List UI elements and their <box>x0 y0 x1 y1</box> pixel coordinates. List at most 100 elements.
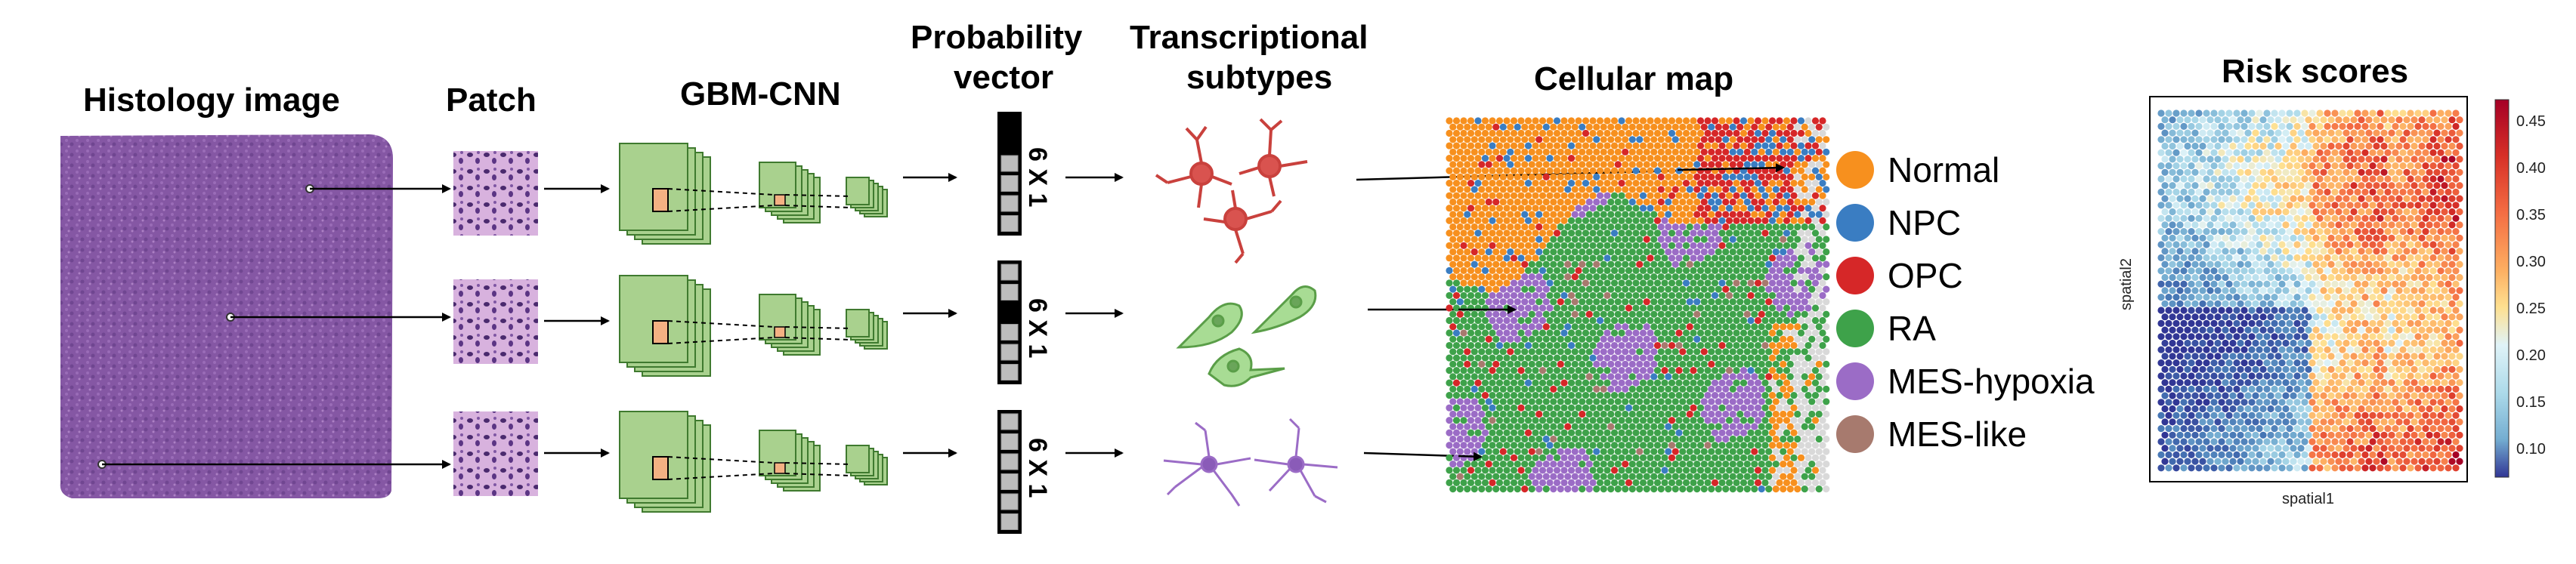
risk-spot <box>2309 136 2316 143</box>
cell-spot <box>1517 279 1525 287</box>
cell-spot <box>1729 435 1736 443</box>
cell-spot <box>1790 454 1798 461</box>
cell-spot <box>1715 385 1722 393</box>
cell-spot <box>1754 354 1762 362</box>
cell-spot <box>1708 186 1715 193</box>
risk-spot <box>2456 208 2463 216</box>
cell-spot <box>1452 316 1461 325</box>
risk-spot <box>2214 339 2222 347</box>
risk-spot <box>2233 175 2240 183</box>
cell-spot <box>1456 310 1464 318</box>
risk-spot <box>2433 353 2441 360</box>
cell-spot <box>1481 354 1489 362</box>
cell-spot <box>1725 254 1733 262</box>
cell-spot <box>1743 310 1751 318</box>
risk-spot <box>2335 287 2343 294</box>
cell-spot <box>1758 211 1765 218</box>
cell-spot <box>1783 279 1791 287</box>
cell-spot <box>1632 341 1640 350</box>
risk-spot <box>2369 149 2377 156</box>
cell-spot <box>1492 360 1500 368</box>
risk-spot <box>2203 346 2210 353</box>
cell-spot <box>1765 460 1773 468</box>
cell-spot <box>1514 473 1521 480</box>
cell-spot <box>1643 285 1650 293</box>
cell-spot <box>1582 267 1590 274</box>
risk-spot <box>2188 228 2195 236</box>
cell-spot <box>1693 373 1701 381</box>
cell-spot <box>1449 460 1457 468</box>
risk-spot <box>2180 267 2188 275</box>
cell-spot <box>1495 192 1504 199</box>
risk-spot <box>2418 353 2426 360</box>
receptive-field <box>652 188 669 212</box>
cell-spot <box>1693 148 1701 156</box>
cell-spot <box>1546 279 1554 287</box>
risk-spot <box>2456 365 2463 373</box>
cell-spot <box>1743 323 1751 331</box>
risk-spot <box>2369 346 2377 353</box>
risk-spot <box>2271 202 2278 209</box>
cell-spot <box>1507 423 1514 430</box>
risk-spot <box>2395 156 2403 163</box>
risk-spot <box>2429 188 2437 196</box>
risk-spot <box>2157 175 2165 183</box>
cell-spot <box>1772 248 1780 256</box>
cell-spot <box>1485 310 1492 318</box>
risk-spot <box>2225 109 2233 117</box>
cell-spot <box>1546 329 1554 337</box>
cell-spot <box>1690 180 1697 187</box>
cell-spot <box>1643 410 1650 418</box>
cell-spot <box>1632 442 1640 449</box>
cell-spot <box>1768 167 1777 174</box>
cell-spot <box>1700 248 1708 256</box>
risk-spot <box>2335 168 2343 176</box>
risk-spot <box>2361 188 2369 196</box>
risk-spot <box>2418 300 2426 307</box>
cell-spot <box>1801 173 1808 180</box>
risk-spot <box>2229 248 2237 255</box>
cell-spot <box>1607 423 1615 430</box>
risk-spot <box>2259 313 2267 321</box>
cell-spot <box>1700 398 1708 405</box>
risk-spot <box>2267 116 2274 124</box>
cell-spot <box>1474 205 1482 212</box>
cell-spot <box>1571 211 1579 218</box>
cell-spot <box>1603 205 1611 212</box>
cell-spot <box>1470 310 1478 318</box>
cell-spot <box>1560 316 1568 325</box>
cell-spot <box>1582 442 1590 449</box>
risk-spot <box>2380 313 2388 321</box>
cell-spot <box>1507 323 1514 331</box>
cell-spot <box>1747 242 1755 249</box>
cell-spot <box>1579 348 1586 356</box>
cell-spot <box>1704 230 1712 237</box>
cell-spot <box>1618 367 1625 374</box>
cell-spot <box>1790 167 1798 174</box>
cell-spot <box>1567 429 1576 436</box>
cell-spot <box>1739 117 1748 125</box>
cnn-layer-3 <box>846 445 870 473</box>
cell-spot <box>1804 192 1812 199</box>
cell-spot <box>1690 442 1697 449</box>
cell-spot <box>1628 198 1636 206</box>
risk-spot <box>2172 385 2180 393</box>
cell-spot <box>1653 142 1662 149</box>
risk-spot <box>2335 248 2343 255</box>
cell-spot <box>1671 310 1679 318</box>
cell-spot <box>1722 460 1730 468</box>
cell-spot <box>1808 398 1816 405</box>
risk-spot <box>2399 294 2407 301</box>
risk-spot <box>2256 346 2263 353</box>
risk-spot <box>2180 319 2188 327</box>
cell-spot <box>1686 198 1693 206</box>
risk-spot <box>2305 208 2312 216</box>
cell-spot <box>1610 429 1619 436</box>
risk-spot <box>2361 294 2369 301</box>
cell-spot <box>1647 316 1654 325</box>
cell-spot <box>1564 223 1572 231</box>
cell-spot <box>1797 341 1805 350</box>
cell-spot <box>1478 285 1486 293</box>
risk-spot <box>2343 326 2350 334</box>
risk-spot <box>2256 122 2263 130</box>
